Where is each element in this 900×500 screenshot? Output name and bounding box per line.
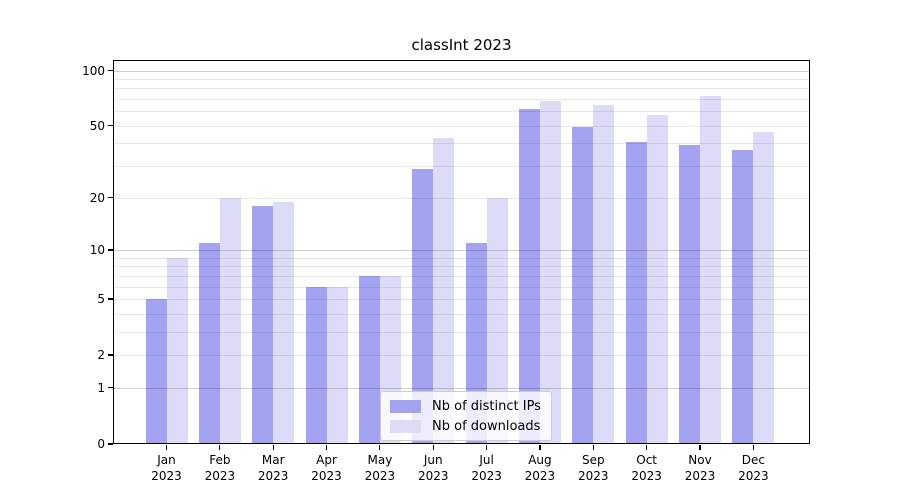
bar-downloads-apr bbox=[326, 286, 348, 444]
y-tick-mark-1 bbox=[108, 387, 113, 389]
x-tick-label-feb: Feb 2023 bbox=[204, 453, 236, 483]
x-tick-mark-may bbox=[379, 445, 381, 450]
gridline-minor-90 bbox=[113, 78, 810, 80]
bar-distinct-ips-mar bbox=[252, 205, 274, 444]
x-tick-mark-mar bbox=[272, 445, 274, 450]
gridline-minor-9 bbox=[113, 257, 810, 259]
x-tick-label-oct: Oct 2023 bbox=[631, 453, 662, 483]
bar-downloads-jan bbox=[166, 257, 188, 444]
gridline-major-1 bbox=[113, 387, 810, 389]
y-tick-mark-100 bbox=[108, 69, 113, 72]
gridline-minor-8 bbox=[113, 266, 810, 268]
legend-item-downloads: Nb of downloads bbox=[390, 419, 541, 434]
y-tick-label-5: 5 bbox=[97, 291, 105, 306]
legend-swatch-distinct-ips bbox=[390, 400, 421, 413]
bar-distinct-ips-aug bbox=[518, 108, 540, 444]
x-tick-mark-apr bbox=[325, 445, 328, 450]
y-tick-mark-0 bbox=[108, 443, 113, 445]
gridline-minor-4 bbox=[113, 313, 810, 315]
gridline-minor-7 bbox=[113, 275, 810, 277]
gridline-minor-80 bbox=[113, 88, 810, 90]
x-tick-label-may: May 2023 bbox=[364, 453, 396, 483]
x-tick-label-sep: Sep 2023 bbox=[578, 453, 609, 483]
x-tick-mark-jul bbox=[486, 445, 488, 450]
gridline-major-100 bbox=[113, 70, 810, 72]
x-tick-label-aug: Aug 2023 bbox=[524, 453, 556, 483]
x-tick-mark-oct bbox=[646, 445, 648, 450]
y-tick-label-1: 1 bbox=[97, 380, 105, 395]
bar-distinct-ips-sep bbox=[572, 127, 594, 444]
y-tick-mark-20 bbox=[108, 197, 113, 199]
bar-distinct-ips-dec bbox=[732, 149, 754, 444]
bar-distinct-ips-nov bbox=[679, 145, 700, 444]
x-tick-label-dec: Dec 2023 bbox=[738, 453, 769, 483]
gridline-minor-70 bbox=[113, 99, 810, 101]
legend-label-downloads: Nb of downloads bbox=[432, 419, 541, 434]
bar-downloads-dec bbox=[753, 132, 775, 444]
x-tick-mark-jun bbox=[432, 445, 434, 450]
x-tick-label-apr: Apr 2023 bbox=[311, 453, 342, 483]
gridline-minor-5 bbox=[113, 298, 810, 300]
x-tick-label-jan: Jan 2023 bbox=[151, 453, 182, 483]
bar-distinct-ips-feb bbox=[198, 242, 220, 444]
bar-downloads-nov bbox=[700, 95, 721, 444]
x-tick-mark-dec bbox=[752, 445, 754, 450]
gridline-minor-2 bbox=[113, 355, 810, 357]
bar-downloads-jun bbox=[433, 137, 455, 444]
bar-distinct-ips-may bbox=[358, 275, 380, 444]
gridline-minor-50 bbox=[113, 125, 810, 127]
chart-title: classInt 2023 bbox=[411, 36, 512, 54]
legend-label-distinct-ips: Nb of distinct IPs bbox=[432, 399, 541, 414]
legend-item-distinct-ips: Nb of distinct IPs bbox=[390, 399, 541, 414]
bar-distinct-ips-jun bbox=[412, 168, 434, 444]
y-tick-label-2: 2 bbox=[97, 348, 105, 363]
bar-downloads-oct bbox=[646, 115, 668, 444]
gridline-minor-40 bbox=[113, 143, 810, 145]
y-tick-mark-10 bbox=[108, 249, 113, 251]
x-tick-mark-sep bbox=[592, 445, 594, 450]
y-tick-label-10: 10 bbox=[89, 242, 105, 257]
x-tick-label-nov: Nov 2023 bbox=[684, 453, 716, 483]
x-tick-label-jul: Jul 2023 bbox=[471, 453, 502, 483]
bar-distinct-ips-jan bbox=[145, 298, 167, 444]
bar-downloads-jul bbox=[486, 197, 508, 444]
bar-downloads-feb bbox=[219, 197, 241, 444]
legend-swatch-downloads bbox=[390, 420, 421, 433]
x-tick-label-jun: Jun 2023 bbox=[417, 453, 449, 483]
gridline-minor-6 bbox=[113, 286, 810, 288]
y-tick-mark-5 bbox=[108, 298, 113, 300]
x-tick-label-mar: Mar 2023 bbox=[257, 453, 289, 483]
gridline-minor-20 bbox=[113, 197, 810, 199]
bar-downloads-mar bbox=[273, 201, 295, 444]
bar-downloads-sep bbox=[593, 104, 615, 444]
x-tick-mark-feb bbox=[219, 445, 221, 450]
gridline-major-10 bbox=[113, 249, 810, 251]
bar-distinct-ips-apr bbox=[305, 286, 327, 444]
x-tick-mark-aug bbox=[539, 445, 541, 450]
gridline-minor-3 bbox=[113, 331, 810, 333]
gridline-minor-60 bbox=[113, 111, 810, 113]
gridline-minor-30 bbox=[113, 166, 810, 168]
y-tick-label-100: 100 bbox=[82, 63, 105, 78]
y-tick-label-0: 0 bbox=[97, 437, 105, 451]
legend: Nb of distinct IPs Nb of downloads bbox=[380, 391, 552, 441]
y-tick-label-20: 20 bbox=[89, 190, 105, 205]
x-tick-mark-jan bbox=[165, 445, 168, 450]
y-tick-label-50: 50 bbox=[89, 118, 105, 133]
bar-distinct-ips-oct bbox=[625, 141, 647, 444]
bar-downloads-aug bbox=[539, 101, 561, 444]
y-tick-mark-2 bbox=[108, 354, 113, 356]
y-tick-mark-50 bbox=[108, 125, 113, 127]
x-tick-mark-nov bbox=[699, 445, 701, 450]
